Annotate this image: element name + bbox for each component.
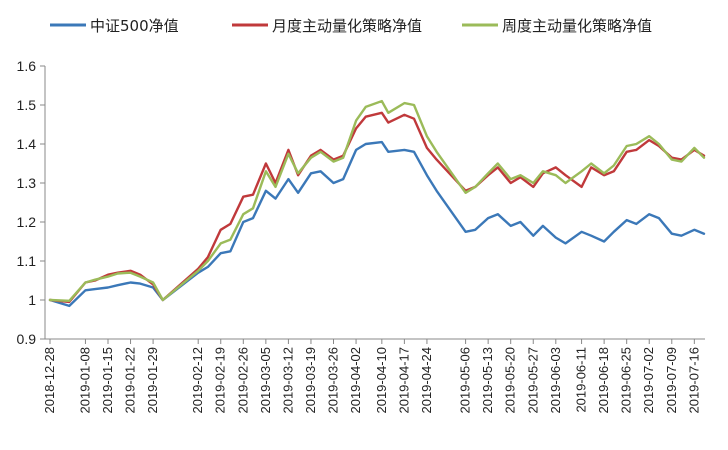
- x-tick-label: 2019-03-26: [326, 347, 341, 414]
- x-tick-label: 2019-04-02: [348, 347, 363, 414]
- x-tick-label: 2019-01-08: [77, 347, 92, 414]
- x-tick-label: 2019-05-27: [525, 347, 540, 414]
- y-tick-label: 1.2: [17, 214, 37, 230]
- y-tick-label: 1.1: [17, 253, 37, 269]
- x-tick-label: 2019-03-05: [258, 347, 273, 414]
- x-tick-label: 2019-03-19: [303, 347, 318, 414]
- x-tick-label: 2019-06-11: [574, 347, 589, 413]
- x-tick-label: 2019-01-15: [100, 347, 115, 414]
- legend: 中证500净值 月度主动量化策略净值 周度主动量化策略净值: [50, 17, 652, 35]
- x-tick-label: 2019-07-09: [664, 347, 679, 414]
- x-tick-label: 2019-02-26: [235, 347, 250, 414]
- x-tick-label: 2019-05-06: [458, 347, 473, 414]
- plot-area: [48, 99, 706, 308]
- x-tick-label: 2019-02-12: [190, 347, 205, 414]
- x-tick-label: 2019-06-18: [596, 347, 611, 414]
- series-line-1: [48, 111, 706, 304]
- series-line-2: [48, 99, 706, 302]
- x-tick-label: 2018-12-28: [42, 347, 57, 414]
- x-axis: 2018-12-28 2019-01-08 2019-01-15 2019-01-22…: [42, 338, 705, 414]
- x-tick-label: 2019-02-19: [213, 347, 228, 414]
- x-tick-label: 2019-04-17: [396, 347, 411, 414]
- y-tick-label: 1.3: [17, 175, 37, 191]
- x-tick-label: 2019-07-02: [641, 347, 656, 414]
- x-tick-label: 2019-01-22: [123, 347, 138, 414]
- x-tick-label: 2019-05-20: [503, 347, 518, 414]
- legend-label: 周度主动量化策略净值: [502, 17, 652, 35]
- y-tick-label: 1.5: [17, 97, 37, 113]
- x-tick-label: 2019-07-16: [686, 347, 701, 414]
- x-tick-label: 2019-04-10: [374, 347, 389, 414]
- legend-item-1: 月度主动量化策略净值: [232, 17, 422, 35]
- y-tick-label: 1.6: [17, 58, 37, 74]
- x-tick-label: 2019-03-12: [280, 347, 295, 414]
- legend-label: 月度主动量化策略净值: [272, 17, 422, 35]
- legend-item-0: 中证500净值: [50, 17, 179, 35]
- y-tick-label: 1: [28, 292, 36, 308]
- x-tick-label: 2019-06-25: [619, 347, 634, 414]
- legend-item-2: 周度主动量化策略净值: [462, 17, 652, 35]
- x-tick-label: 2019-06-03: [548, 347, 563, 414]
- x-tick-label: 2019-01-29: [145, 347, 160, 414]
- legend-label: 中证500净值: [90, 17, 179, 35]
- x-tick-label: 2019-05-13: [480, 347, 495, 414]
- y-axis: 0.9 1 1.1 1.2 1.3 1.4 1.5 1.6: [17, 58, 46, 347]
- x-tick-label: 2019-04-24: [419, 347, 434, 414]
- y-tick-label: 0.9: [17, 331, 37, 347]
- y-tick-label: 1.4: [17, 136, 37, 152]
